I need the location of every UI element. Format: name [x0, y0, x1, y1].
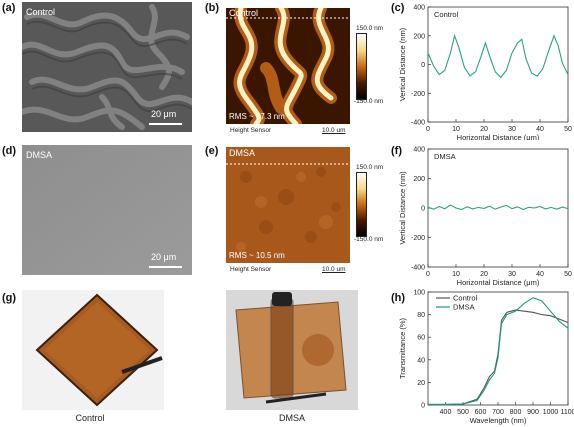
x-tick-label: 40 [536, 126, 544, 133]
x-tick-label: 1100 [560, 409, 574, 416]
x-tick-label: 0 [426, 271, 430, 278]
y-tick-label: 100 [413, 290, 425, 297]
chart-legend-text: Control [434, 10, 459, 19]
afm-image-control: Control RMS ~ 77.3 nm [226, 8, 350, 124]
afm-label-control: Control [229, 8, 259, 18]
x-tick-label: 400 [440, 409, 452, 416]
sem-label-control: Control [26, 7, 56, 17]
colorbar-control [356, 33, 367, 100]
scale-bar-d [149, 266, 182, 268]
colorbar-top-control: 150.0 nm [356, 25, 384, 32]
x-tick-label: 20 [480, 126, 488, 133]
afm-sensor-label-control: Height Sensor [230, 127, 272, 134]
y-axis-label: Transmittance (%) [398, 318, 407, 379]
y-tick-label: 20 [417, 380, 425, 387]
x-tick-label: 50 [564, 126, 572, 133]
afm-scale-label-dmsa: 10.0 um [322, 266, 346, 273]
x-tick-label: 0 [426, 126, 430, 133]
colorbar-top-dmsa: 150.0 nm [356, 164, 384, 171]
photo-dmsa-film [226, 290, 358, 410]
x-tick-label: 1000 [543, 409, 559, 416]
sem-image-control: Control 20 μm [22, 2, 192, 132]
series-line-dmsa [428, 297, 569, 405]
afm-wrinkle-pattern [226, 8, 350, 124]
panel-label-a: (a) [2, 2, 16, 14]
x-tick-label: 20 [480, 271, 488, 278]
transmittance-chart: 400 500 600 700 800 900 1000 1100 0 20 40 60 80 100 Wa… [398, 290, 574, 426]
y-tick-label: -200 [411, 235, 425, 242]
legend-label-dmsa: DMSA [453, 303, 475, 312]
x-tick-label: 50 [564, 271, 572, 278]
colorbar-bottom-dmsa: -150.0 nm [354, 236, 384, 243]
y-tick-label: 80 [417, 312, 425, 319]
legend-label-control: Control [453, 294, 478, 303]
y-tick-label: -200 [411, 91, 425, 98]
photo-caption-control: Control [75, 413, 105, 423]
y-tick-label: -400 [411, 265, 425, 272]
x-tick-label: 700 [492, 409, 504, 416]
photo-caption-dmsa: DMSA [278, 413, 305, 423]
y-tick-label: 0 [421, 206, 425, 213]
panel-label-b: (b) [205, 2, 220, 14]
y-tick-label: 60 [417, 335, 425, 342]
series-line-profile [427, 33, 569, 79]
y-tick-label: 40 [417, 357, 425, 364]
y-tick-label: -400 [411, 120, 425, 127]
chart-legend-text: DMSA [434, 152, 456, 161]
x-axis-label: Wavelength (nm) [470, 416, 527, 425]
y-axis-label: Vertical Distance (nm) [398, 27, 407, 101]
x-axis-label: Horizontal Distance (μm) [457, 278, 540, 287]
panel-label-f: (f) [391, 145, 402, 157]
y-tick-label: 400 [413, 147, 425, 154]
x-tick-label: 800 [510, 409, 522, 416]
profile-chart-dmsa: 0 10 20 30 40 50 -400 -200 0 200 400 Horizontal Dis… [398, 147, 572, 288]
afm-label-dmsa: DMSA [229, 148, 256, 158]
colorbar-bottom-control: -150.0 nm [354, 98, 384, 105]
y-axis-label: Vertical Distance (nm) [398, 171, 407, 245]
sem-image-dmsa: DMSA 20 μm [22, 145, 192, 275]
scale-bar-a [149, 123, 182, 125]
y-tick-label: 200 [413, 176, 425, 183]
y-tick-label: 200 [413, 33, 425, 40]
colorbar-dmsa [356, 172, 367, 237]
x-tick-label: 10 [452, 126, 460, 133]
x-tick-label: 600 [475, 409, 487, 416]
x-tick-label: 30 [508, 271, 516, 278]
scale-bar-label-a: 20 μm [151, 109, 177, 119]
panel-label-c: (c) [391, 2, 405, 14]
sem-wrinkle-pattern [22, 2, 192, 132]
x-axis-label: Horizontal Distance (μm) [457, 133, 540, 140]
x-tick-label: 40 [536, 271, 544, 278]
x-tick-label: 500 [457, 409, 469, 416]
sem-label-dmsa: DMSA [26, 150, 53, 160]
photo-dmsa [226, 290, 358, 410]
afm-sensor-label-dmsa: Height Sensor [230, 266, 272, 273]
plot-frame [427, 6, 569, 123]
y-tick-label: 0 [421, 62, 425, 69]
scale-bar-label-d: 20 μm [151, 252, 177, 262]
series-line-profile [427, 204, 569, 211]
profile-chart-control: 0 10 20 30 40 50 -400 -200 0 200 400 Horizontal Dis… [398, 5, 572, 141]
panel-label-e: (e) [205, 145, 219, 157]
sem-smooth-surface [22, 145, 192, 275]
afm-flat-surface [226, 147, 350, 263]
afm-image-dmsa: DMSA RMS ~ 10.5 nm [226, 147, 350, 263]
panel-label-d: (d) [2, 145, 17, 157]
plot-frame [427, 291, 569, 406]
afm-scale-label-control: 10.0 um [322, 127, 346, 134]
x-tick-label: 10 [452, 271, 460, 278]
x-tick-label: 900 [527, 409, 539, 416]
series-line-control [428, 309, 569, 405]
afm-rms-dmsa: RMS ~ 10.5 nm [229, 251, 285, 260]
photo-control-film [22, 290, 164, 410]
y-tick-label: 400 [413, 5, 425, 12]
panel-label-h: (h) [391, 292, 406, 304]
panel-label-g: (g) [2, 292, 17, 304]
x-tick-label: 30 [508, 126, 516, 133]
y-tick-label: 0 [421, 403, 425, 410]
photo-control [22, 290, 164, 410]
afm-rms-control: RMS ~ 77.3 nm [229, 112, 285, 121]
